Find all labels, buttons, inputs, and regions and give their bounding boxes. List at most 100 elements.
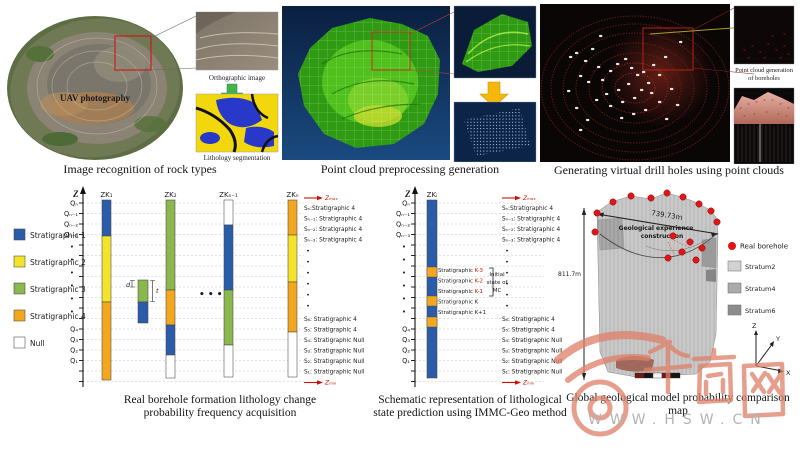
svg-text:S₂: Stratigraphic Null: S₂: Stratigraphic Null	[304, 359, 365, 365]
svg-text:state of: state of	[487, 280, 509, 286]
contour-rings	[540, 15, 730, 161]
z-min-label: Zₘᵢₙ	[324, 380, 337, 387]
stratum6-patch	[706, 269, 716, 282]
lithology-inset	[195, 93, 279, 153]
stratum-red-patch	[616, 356, 654, 372]
initial-state-note: Initial state of MC	[487, 272, 509, 294]
lithology-caption: Lithology segmentation	[204, 154, 271, 162]
axis-z-label: Z	[752, 322, 757, 330]
svg-text:•: •	[70, 295, 74, 303]
legend-borehole-dot	[728, 242, 736, 250]
cell-thickness-demo: d t	[126, 279, 159, 324]
stratum4-patch	[701, 237, 717, 269]
svg-text:•: •	[505, 291, 509, 299]
axis-ticks	[411, 202, 415, 382]
svg-text:Q₂: Q₂	[70, 347, 78, 355]
svg-text:•: •	[402, 269, 406, 277]
height-label: 811.7m	[558, 271, 581, 278]
svg-text:Qₙ₋₁: Qₙ₋₁	[64, 210, 78, 218]
gridlines	[83, 202, 304, 382]
svg-text:S₂: Stratigraphic Null: S₂: Stratigraphic Null	[502, 359, 563, 365]
legend-label: Stratigraphic 2	[30, 258, 86, 267]
legend-swatch	[727, 282, 742, 294]
d-label: d	[126, 281, 131, 289]
svg-text:•: •	[505, 280, 509, 288]
drill-surface-inset	[733, 87, 795, 164]
z-axis-arrow	[80, 186, 86, 194]
legend-swatch	[13, 228, 26, 241]
legend-label: Stratigraphic 1	[30, 231, 86, 240]
svg-text:S₁: Stratigraphic Null: S₁: Stratigraphic Null	[502, 370, 563, 376]
svg-text:Qₙ₋₁: Qₙ₋₁	[396, 210, 410, 218]
svg-text:S₄: Stratigraphic Null: S₄: Stratigraphic Null	[304, 338, 365, 344]
q-tick-labels: Qₙ Qₙ₋₁ Qₙ₋₂ Qₙ₋₃ Q₄ Q₃ Q₂ Q₁	[396, 200, 410, 366]
model-body	[596, 192, 719, 378]
pointcloud-panel-caption: Point cloud preprocessing generation	[320, 162, 500, 176]
columns-ellipsis: • • •	[199, 290, 223, 300]
svg-text:•: •	[306, 269, 310, 277]
k-state-labels: Stratigraphic K-3 Stratigraphic K-2 Stra…	[438, 268, 486, 316]
svg-text:•: •	[402, 243, 406, 251]
z-min-label: Zₘᵢₙ	[522, 380, 535, 387]
svg-text:MC: MC	[493, 288, 502, 294]
svg-text:•: •	[70, 308, 74, 316]
column-header: ZKᵢ	[427, 191, 438, 199]
svg-text:•: •	[70, 269, 74, 277]
legend-label: Stratum2	[745, 263, 775, 271]
drillholes-panel-caption: Generating virtual drill holes using poi…	[554, 163, 784, 177]
legend-label: Real borehole	[740, 243, 788, 251]
svg-text:•: •	[306, 247, 310, 255]
legend-swatch	[13, 309, 26, 322]
axis-ellipsis-dots: • • • • • •	[402, 243, 406, 316]
svg-text:Sₙ:Stratigraphic 4: Sₙ:Stratigraphic 4	[502, 206, 553, 212]
svg-text:S₁: Stratigraphic Null: S₁: Stratigraphic Null	[304, 370, 365, 376]
pointcloud-mesh	[298, 18, 440, 148]
borehole-dots	[566, 34, 683, 132]
svg-text:Qₙ₋₂: Qₙ₋₂	[64, 221, 78, 229]
axis-ticks	[79, 202, 83, 382]
legend-swatch	[13, 336, 26, 349]
down-arrow-icon	[479, 81, 509, 108]
svg-text:Sₙ₋₂: Stratigraphic 4: Sₙ₋₂: Stratigraphic 4	[502, 227, 561, 233]
svg-text:S₆: Stratigraphic 4: S₆: Stratigraphic 4	[502, 317, 555, 323]
svg-text:S₆: Stratigraphic 4: S₆: Stratigraphic 4	[304, 317, 357, 323]
legend-label: Null	[30, 339, 45, 348]
svg-text:•: •	[402, 308, 406, 316]
bracket	[489, 267, 494, 297]
model-diagram-caption: Global geological model probability comp…	[566, 392, 790, 417]
svg-text:Stratigraphic K-1: Stratigraphic K-1	[438, 289, 483, 295]
callout-lines	[409, 11, 455, 75]
svg-text:•: •	[306, 280, 310, 288]
svg-text:Stratigraphic K: Stratigraphic K	[438, 300, 479, 306]
svg-text:Sₙ₋₃: Stratigraphic 4: Sₙ₋₃: Stratigraphic 4	[304, 238, 363, 244]
svg-text:•: •	[402, 295, 406, 303]
svg-text:S₅: Stratigraphic 4: S₅: Stratigraphic 4	[304, 328, 357, 334]
z-axis-arrow	[412, 186, 418, 194]
svg-text:Qₙ₋₃: Qₙ₋₃	[64, 231, 78, 239]
svg-text:S₃: Stratigraphic Null: S₃: Stratigraphic Null	[304, 349, 365, 355]
callout-lines	[692, 7, 755, 75]
svg-text:•: •	[306, 258, 310, 266]
column-header: ZK₂	[164, 191, 176, 199]
legend-swatch	[727, 260, 742, 272]
svg-text:•: •	[70, 243, 74, 251]
drillholes-panel: Point cloud generation of boreholes	[540, 4, 795, 164]
svg-text:Stratigraphic K+1: Stratigraphic K+1	[438, 310, 486, 316]
svg-text:•: •	[306, 291, 310, 299]
svg-text:•: •	[70, 256, 74, 264]
svg-text:•: •	[505, 302, 509, 310]
borehole-cloud-inset	[733, 5, 795, 65]
svg-text:Sₙ₋₁: Stratigraphic 4: Sₙ₋₁: Stratigraphic 4	[304, 217, 363, 223]
legend-label: Stratum4	[745, 285, 775, 293]
rock-recognition-panel: UAV photography Orthographic image	[7, 11, 279, 162]
t-label: t	[156, 287, 159, 295]
svg-text:Initial: Initial	[489, 272, 505, 278]
svg-text:Stratigraphic K-2: Stratigraphic K-2	[438, 279, 483, 285]
pointcloud-detail-inset	[453, 5, 537, 79]
svg-text:Q₃: Q₃	[70, 336, 78, 344]
legend-swatch	[13, 255, 26, 268]
legend-label: Stratum6	[745, 307, 775, 315]
svg-text:•: •	[70, 282, 74, 290]
column-header: ZK₁	[100, 191, 112, 199]
borehole-frequency-diagram: Z Qₙ Qₙ₋₁ Qₙ₋₂ Qₙ₋₃ Q₄ Q₃ Q₂ Q₁ •• •• ••…	[13, 186, 365, 387]
